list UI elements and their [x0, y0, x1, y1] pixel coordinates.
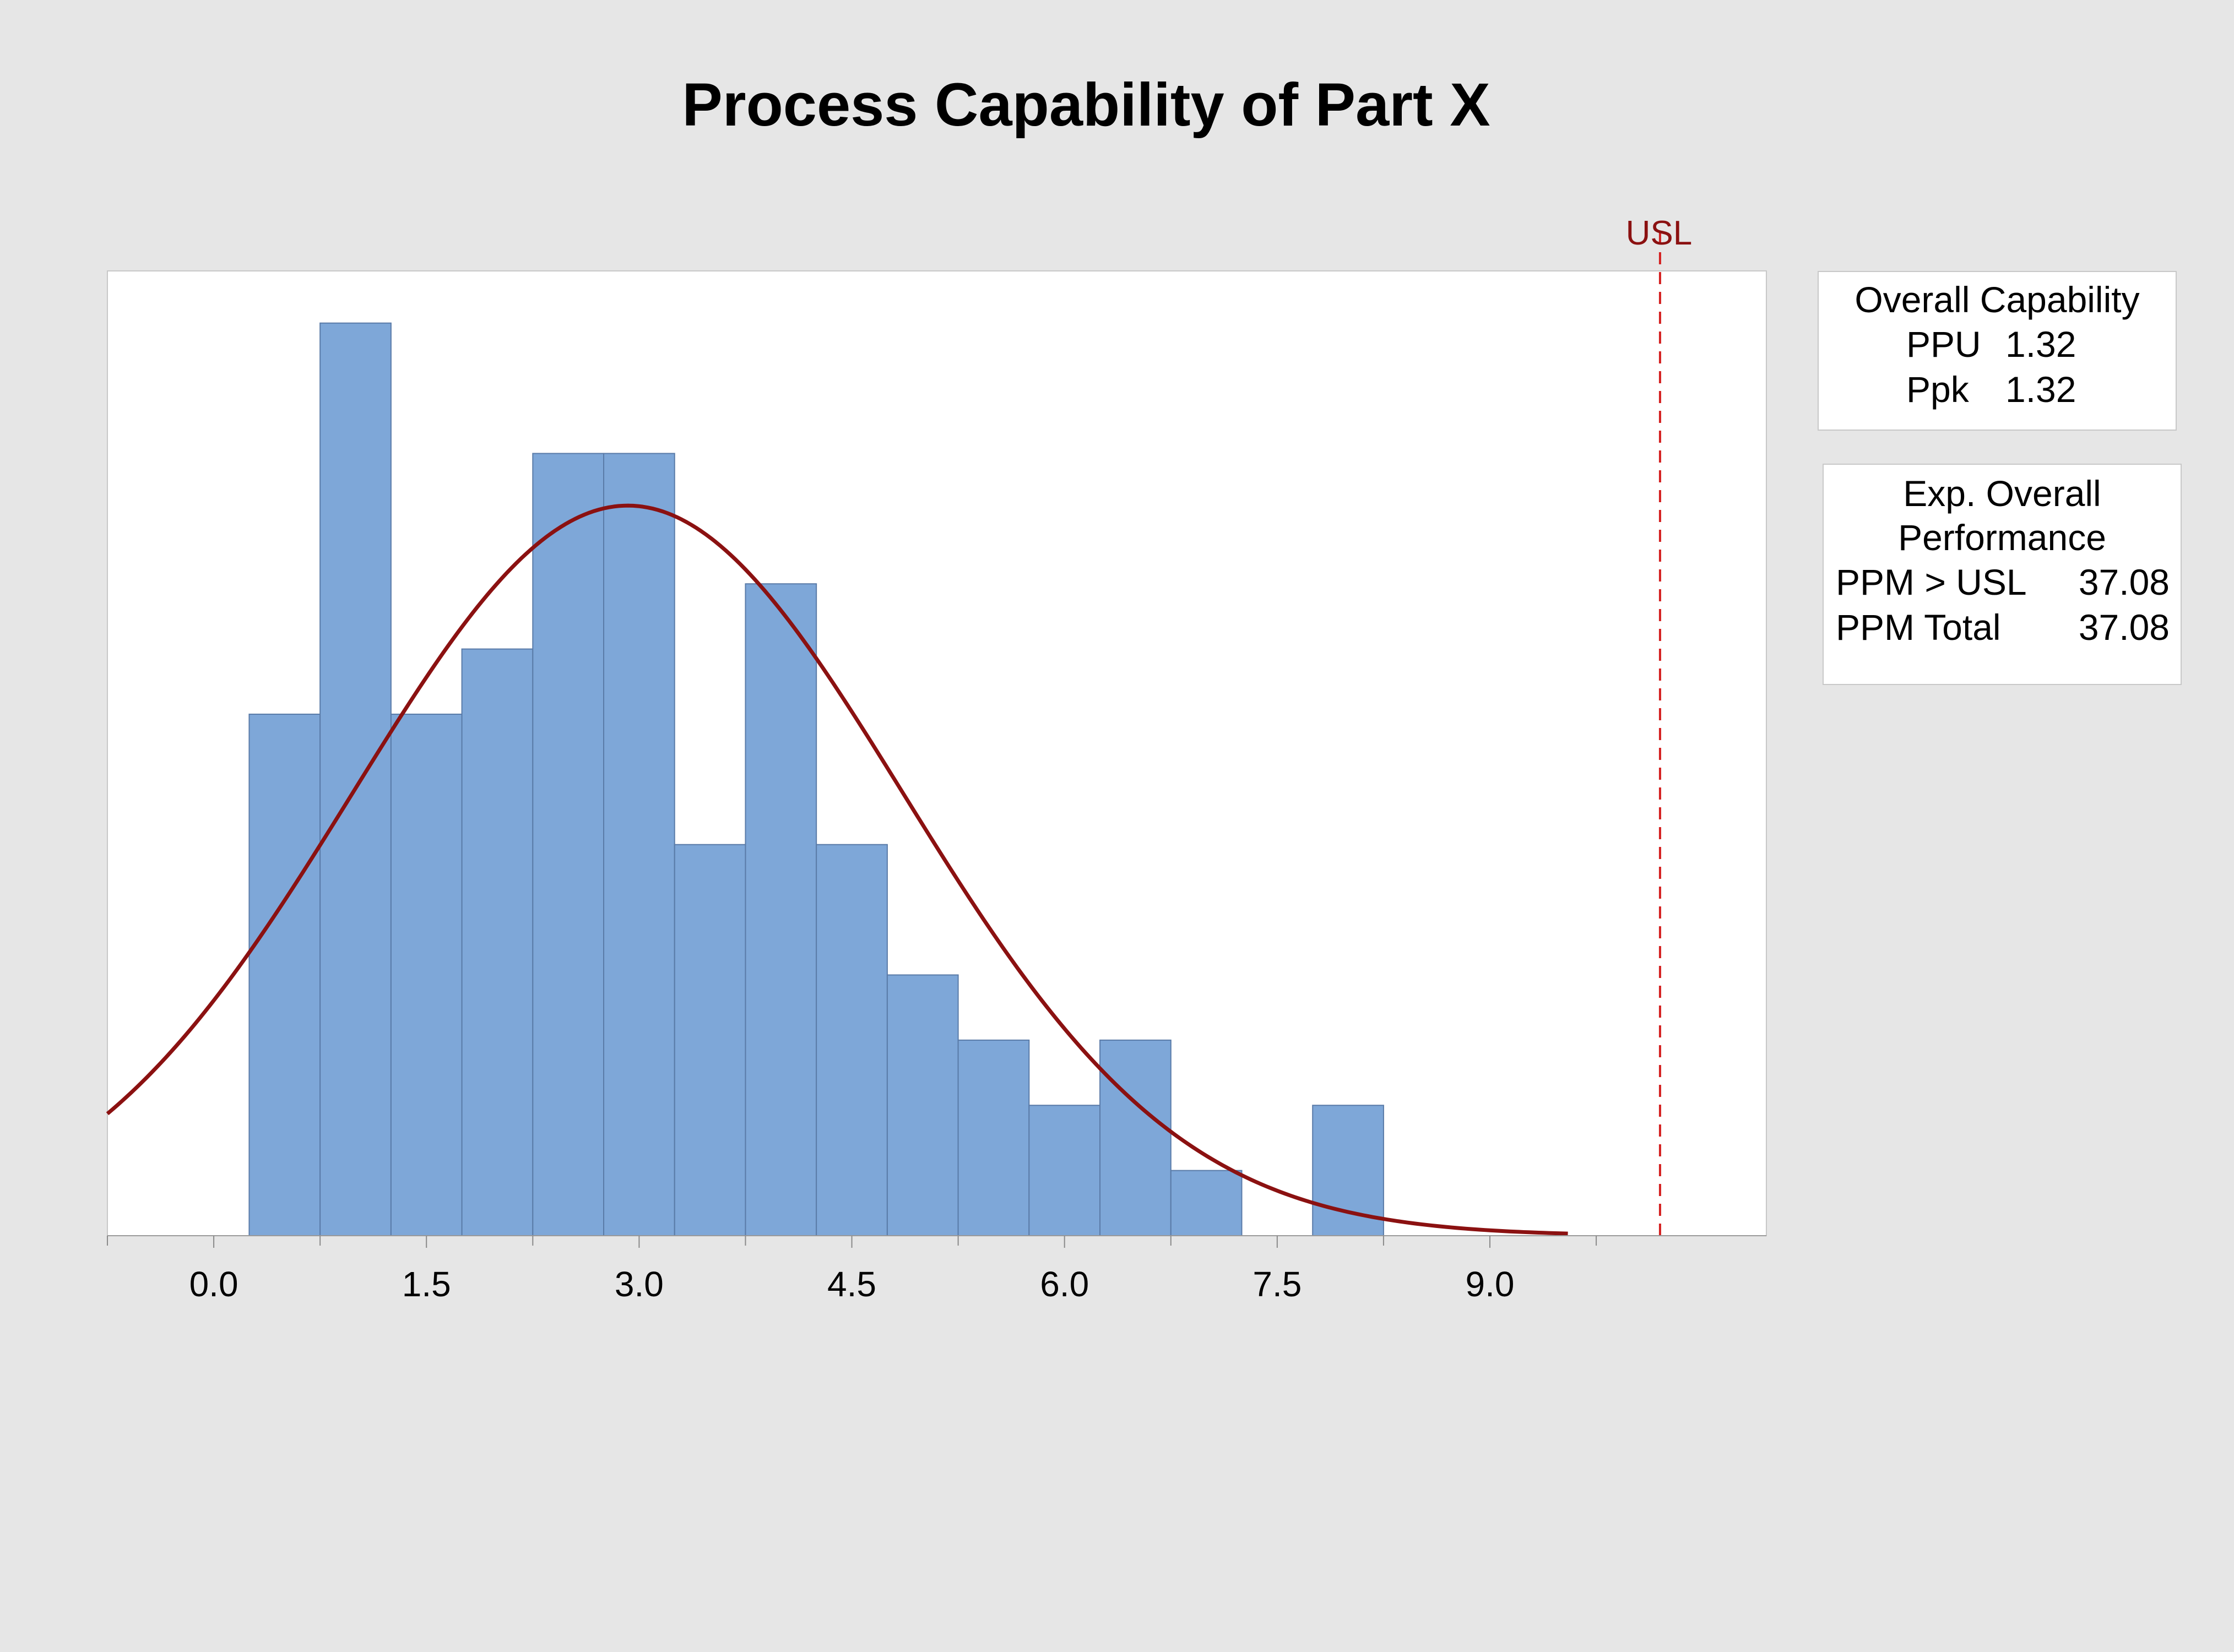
x-tick-label-6: 9.0 [1466, 1264, 1515, 1304]
ppm-usl-row: PPM > USL 37.08 [1824, 559, 2181, 605]
histogram-bar-5 [603, 453, 675, 1236]
histogram-bar-11 [1028, 1105, 1101, 1237]
x-tick-label-3: 4.5 [827, 1264, 876, 1304]
histogram-bar-8 [816, 844, 888, 1236]
ppm-total-value: 37.08 [2078, 607, 2170, 648]
histogram-bar-0 [248, 713, 321, 1237]
x-tick-label-2: 3.0 [615, 1264, 664, 1304]
histogram-bar-2 [390, 713, 463, 1237]
overall-capability-heading: Overall Capability [1855, 279, 2140, 320]
x-tick-label-5: 7.5 [1252, 1264, 1302, 1304]
usl-label: USL [1626, 214, 1693, 252]
ppm-usl-value: 37.08 [2078, 562, 2170, 602]
exp-overall-performance-box: Exp. Overall Performance PPM > USL 37.08… [1823, 464, 2182, 685]
histogram-bar-7 [745, 583, 817, 1236]
ppk-value: 1.32 [2005, 369, 2076, 410]
ppk-label: Ppk [1906, 369, 1969, 410]
x-tick-label-1: 1.5 [402, 1264, 451, 1304]
histogram-bar-12 [1099, 1039, 1172, 1236]
ppu-row: PPU 1.32 [1819, 322, 2176, 367]
histogram-bar-3 [461, 648, 534, 1236]
ppm-usl-label: PPM > USL [1836, 562, 2027, 602]
histogram-bar-13 [1170, 1170, 1243, 1236]
chart-title: Process Capability of Part X [682, 71, 1490, 139]
histogram-bar-9 [886, 974, 959, 1236]
x-axis-ticks: 0.0 1.5 3.0 4.5 6.0 7.5 9.0 [107, 1236, 1597, 1304]
ppk-row: Ppk 1.32 [1819, 367, 2176, 412]
ppu-label: PPU [1906, 324, 1981, 365]
histogram-bar-10 [957, 1039, 1030, 1236]
histogram-bar-1 [319, 322, 392, 1236]
normal-fit-curve [106, 503, 1568, 1236]
performance-heading-line2: Performance [1898, 517, 2106, 558]
histogram-bar-6 [674, 844, 746, 1236]
histogram-bar-4 [532, 453, 605, 1236]
performance-heading-line1: Exp. Overall [1903, 473, 2101, 514]
histogram-bars [248, 322, 1384, 1237]
overall-capability-box: Overall Capability PPU 1.32 Ppk 1.32 [1818, 271, 2177, 431]
x-tick-label-0: 0.0 [189, 1264, 238, 1304]
ppm-total-label: PPM Total [1836, 607, 2001, 648]
ppu-value: 1.32 [2005, 324, 2076, 365]
x-tick-label-4: 6.0 [1040, 1264, 1089, 1304]
ppm-total-row: PPM Total 37.08 [1824, 605, 2181, 650]
